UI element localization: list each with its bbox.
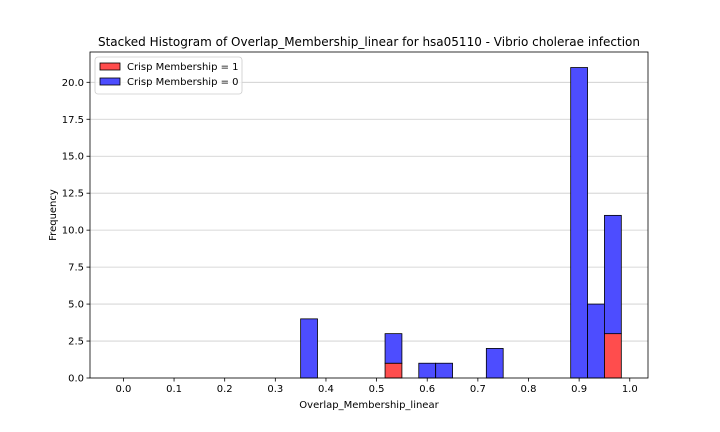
x-axis-label: Overlap_Membership_linear — [299, 400, 439, 411]
x-tick-label: 0.7 — [470, 384, 486, 395]
bar-crisp-0 — [587, 303, 605, 379]
x-tick-label: 0.8 — [521, 384, 537, 395]
x-tick-label: 0.0 — [115, 384, 131, 395]
y-tick-label: 7.5 — [68, 263, 84, 274]
bar-crisp-1 — [604, 333, 622, 379]
bar-crisp-0 — [384, 333, 403, 364]
bar-crisp-0 — [418, 362, 437, 379]
bar-crisp-0 — [485, 348, 504, 379]
y-tick-label: 2.5 — [68, 337, 84, 348]
y-tick-label: 0.0 — [68, 374, 84, 385]
y-tick-label: 10.0 — [62, 226, 84, 237]
y-axis-label: Frequency — [48, 189, 59, 241]
bar-crisp-0 — [604, 214, 622, 335]
x-tick-label: 0.9 — [571, 384, 587, 395]
x-tick-label: 0.6 — [419, 384, 435, 395]
legend-swatch — [99, 77, 121, 86]
legend-swatch — [99, 62, 121, 71]
x-tick-label: 0.1 — [166, 384, 182, 395]
y-axis-ticks: 0.0 2.5 5.0 7.5 10.0 12.5 15.0 17.5 20.0 — [62, 78, 90, 385]
bar-crisp-0 — [435, 362, 453, 379]
x-tick-label: 0.5 — [369, 384, 385, 395]
y-tick-label: 15.0 — [62, 152, 84, 163]
plot-frame — [89, 51, 649, 379]
bar-crisp-0 — [570, 67, 588, 379]
bar-crisp-0 — [300, 318, 318, 379]
x-axis-ticks: 0.0 0.1 0.2 0.3 0.4 0.5 0.6 0.7 0.8 0.9 1.0 — [115, 378, 638, 395]
x-tick-label: 0.2 — [217, 384, 233, 395]
bars — [300, 67, 622, 379]
chart-title: Stacked Histogram of Overlap_Membership_… — [98, 35, 640, 49]
legend-label: Crisp Membership = 0 — [127, 77, 239, 88]
x-tick-label: 0.4 — [318, 384, 334, 395]
legend-label: Crisp Membership = 1 — [127, 62, 239, 73]
y-tick-label: 20.0 — [62, 78, 84, 89]
y-tick-label: 17.5 — [62, 115, 84, 126]
bar-crisp-1 — [384, 362, 403, 379]
y-tick-label: 5.0 — [68, 300, 84, 311]
legend: Crisp Membership = 1 Crisp Membership = 0 — [94, 56, 243, 95]
x-tick-label: 1.0 — [622, 384, 638, 395]
legend-box — [94, 56, 243, 95]
x-tick-label: 0.3 — [267, 384, 283, 395]
y-tick-label: 12.5 — [62, 189, 84, 200]
